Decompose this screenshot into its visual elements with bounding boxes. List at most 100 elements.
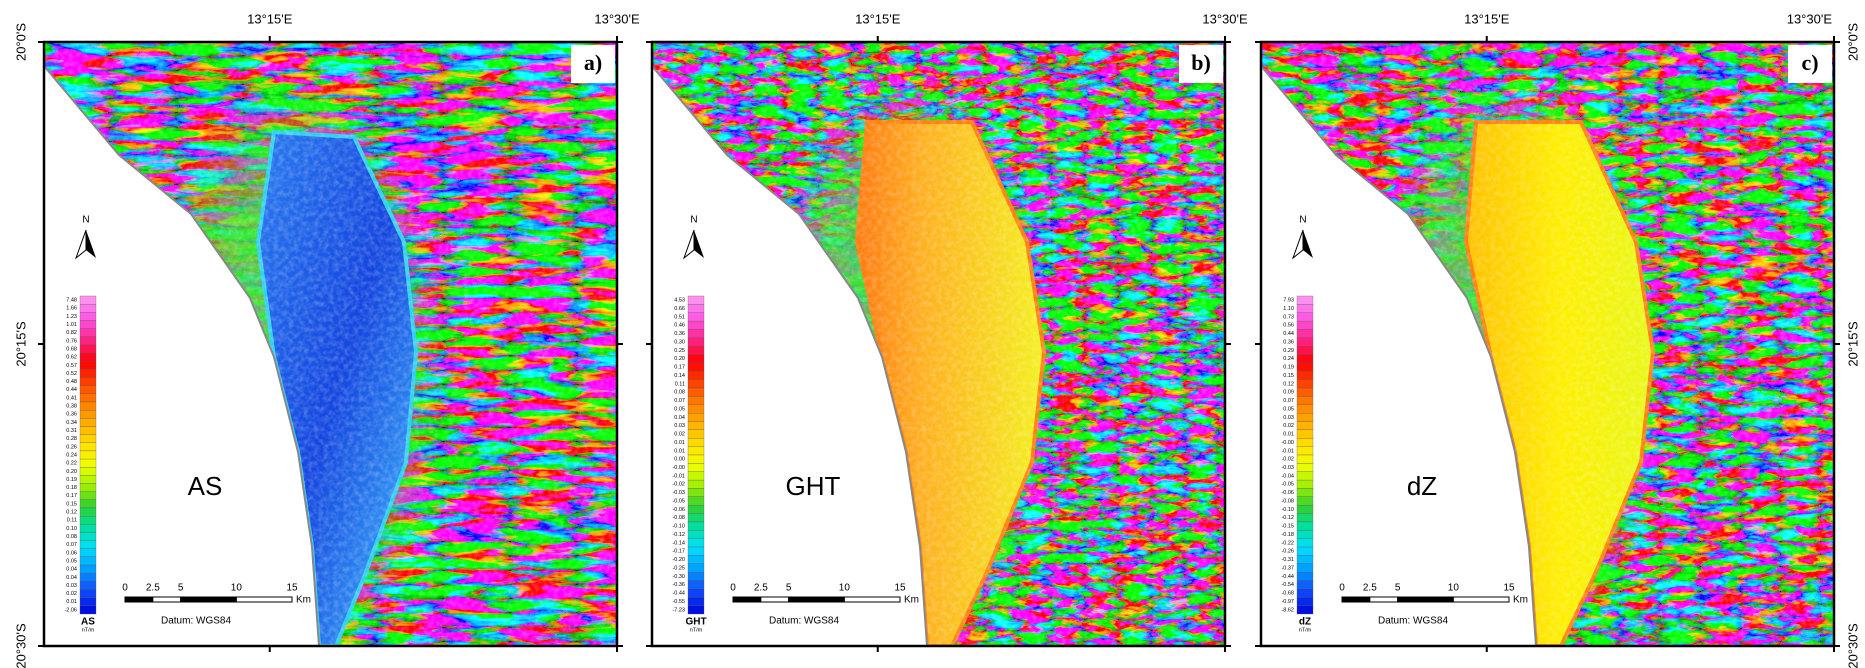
legend-swatch <box>688 505 704 513</box>
legend-value: 0.01 <box>674 440 685 446</box>
scale-segment <box>1398 597 1454 602</box>
scale-tick: 10 <box>1448 583 1460 594</box>
legend-value: 0.46 <box>674 323 685 329</box>
legend-swatch <box>1297 296 1313 304</box>
legend-value: 0.62 <box>66 355 77 361</box>
legend-value: 0.36 <box>66 412 77 418</box>
legend-swatch <box>1297 321 1313 329</box>
legend-value: 1.23 <box>66 314 77 320</box>
panel-label: b) <box>1191 50 1211 75</box>
legend-swatch <box>1297 472 1313 480</box>
legend-value: 0.12 <box>66 510 77 516</box>
legend-value: -0.68 <box>1281 591 1294 597</box>
legend-swatch <box>1297 497 1313 505</box>
scale-segment <box>181 597 237 602</box>
legend-value: 0.07 <box>674 398 685 404</box>
scale-tick: 15 <box>286 583 298 594</box>
lon-label: 13°30'E <box>1202 11 1248 26</box>
legend-value: -0.30 <box>672 574 685 580</box>
legend-value: 0.08 <box>66 534 77 540</box>
legend-value: -0.17 <box>672 549 685 555</box>
scale-segment <box>1342 597 1370 602</box>
legend-value: 0.30 <box>674 339 685 345</box>
legend-value: -0.02 <box>1281 457 1294 463</box>
legend-value: -0.04 <box>1281 473 1294 479</box>
scale-segment <box>1453 597 1509 602</box>
legend-value: -0.44 <box>672 591 685 597</box>
legend-swatch <box>1297 581 1313 589</box>
legend-value: 0.51 <box>674 314 685 320</box>
legend-swatch <box>1297 380 1313 388</box>
scale-tick: 10 <box>839 583 851 594</box>
legend-value: -0.03 <box>1281 465 1294 471</box>
legend-value: 0.26 <box>66 444 77 450</box>
legend-swatch <box>80 541 96 549</box>
legend-value: 0.44 <box>1283 331 1294 337</box>
legend-swatch <box>1297 304 1313 312</box>
legend-swatch <box>80 394 96 402</box>
legend-value: 0.56 <box>1283 323 1294 329</box>
legend-value: -0.31 <box>1281 557 1294 563</box>
legend-swatch <box>688 589 704 597</box>
legend-swatch <box>1297 422 1313 430</box>
legend-swatch <box>688 497 704 505</box>
legend-swatch <box>80 312 96 320</box>
legend-value: -0.37 <box>1281 565 1294 571</box>
legend-swatch <box>80 573 96 581</box>
legend-swatch <box>688 547 704 555</box>
lon-label: 13°30'E <box>594 11 640 26</box>
scale-tick: 5 <box>786 583 792 594</box>
legend-value: 0.17 <box>66 493 77 499</box>
legend-swatch <box>688 539 704 547</box>
legend-value: 0.20 <box>674 356 685 362</box>
legend-value: 1.66 <box>66 306 77 312</box>
legend-swatch <box>80 500 96 508</box>
legend-value: 0.01 <box>66 599 77 605</box>
legend-value: -0.12 <box>672 532 685 538</box>
legend-value: 0.25 <box>674 348 685 354</box>
legend-value: 0.06 <box>66 550 77 556</box>
legend-swatch <box>80 467 96 475</box>
legend-value: 0.24 <box>1283 356 1294 362</box>
legend-value: 0.19 <box>1283 365 1294 371</box>
legend-value: -2.06 <box>64 607 77 613</box>
legend-value: 0.04 <box>674 415 685 421</box>
legend-title: GHT <box>685 617 706 628</box>
legend-value: -0.00 <box>1281 440 1294 446</box>
legend-swatch <box>80 320 96 328</box>
legend-swatch <box>1297 396 1313 404</box>
scale-tick: 15 <box>894 583 906 594</box>
legend-value: -0.15 <box>1281 524 1294 530</box>
legend-value: 0.15 <box>66 501 77 507</box>
scale-unit: Km <box>1513 595 1528 606</box>
legend-value: -0.06 <box>1281 490 1294 496</box>
scale-segment <box>733 597 761 602</box>
legend-swatch <box>1297 539 1313 547</box>
panel-name: GHT <box>786 471 841 501</box>
legend-value: -0.26 <box>1281 549 1294 555</box>
legend-swatch <box>688 388 704 396</box>
legend-value: -0.10 <box>672 524 685 530</box>
datum: Datum: WGS84 <box>1378 616 1448 627</box>
scale-segment <box>844 597 900 602</box>
legend-swatch <box>80 557 96 565</box>
legend-value: -0.54 <box>1281 582 1294 588</box>
panel-name: dZ <box>1407 471 1437 501</box>
legend-swatch <box>80 361 96 369</box>
legend-swatch <box>688 463 704 471</box>
legend-swatch <box>80 337 96 345</box>
legend-swatch <box>1297 405 1313 413</box>
legend-value: 0.36 <box>1283 339 1294 345</box>
legend-value: 0.44 <box>66 387 77 393</box>
legend-swatch <box>80 451 96 459</box>
legend-swatch <box>1297 455 1313 463</box>
legend-value: -0.97 <box>1281 599 1294 605</box>
scale-segment <box>1370 597 1398 602</box>
map-panel: 13°15'E13°30'Eb)N4.530.660.510.460.360.3… <box>646 11 1248 668</box>
legend-value: 0.29 <box>1283 348 1294 354</box>
scale-tick: 2.5 <box>1363 583 1377 594</box>
legend-swatch <box>80 296 96 304</box>
legend-value: -7.23 <box>672 607 685 613</box>
lat-label: 20°15'S <box>1845 321 1860 367</box>
lon-label: 13°30'E <box>1787 11 1833 26</box>
